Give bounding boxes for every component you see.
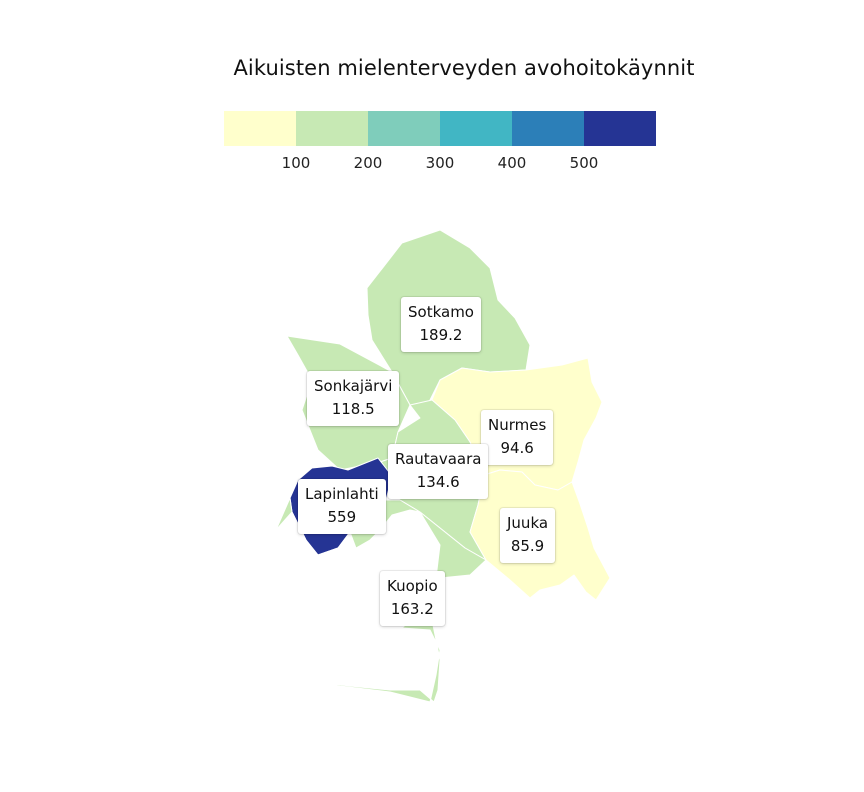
label-lapinlahti-name: Lapinlahti xyxy=(305,485,379,503)
label-sonkajarvi-value: 118.5 xyxy=(331,400,375,418)
label-kuopio: Kuopio 163.2 xyxy=(380,571,445,626)
legend-tick-400: 400 xyxy=(497,154,527,172)
label-juuka: Juuka 85.9 xyxy=(500,508,556,563)
label-sotkamo: Sotkamo 189.2 xyxy=(401,297,481,352)
legend-swatch-100-200 xyxy=(296,111,368,146)
legend-swatch-300-400 xyxy=(440,111,512,146)
legend-tick-500: 500 xyxy=(569,154,599,172)
label-lapinlahti-value: 559 xyxy=(327,508,357,526)
color-legend xyxy=(224,111,656,146)
label-nurmes: Nurmes 94.6 xyxy=(481,410,554,465)
label-rautavaara: Rautavaara 134.6 xyxy=(388,444,489,499)
label-nurmes-value: 94.6 xyxy=(500,439,534,457)
label-rautavaara-name: Rautavaara xyxy=(395,450,482,468)
map-title: Aikuisten mielenterveyden avohoitokäynni… xyxy=(233,56,695,80)
legend-swatch-200-300 xyxy=(368,111,440,146)
label-juuka-value: 85.9 xyxy=(510,537,545,555)
label-sotkamo-value: 189.2 xyxy=(419,326,463,344)
label-kuopio-value: 163.2 xyxy=(390,600,434,618)
region-kuopio[interactable] xyxy=(261,497,487,703)
label-lapinlahti: Lapinlahti 559 xyxy=(298,479,386,534)
legend-swatch-0-100 xyxy=(224,111,296,146)
label-sonkajarvi: Sonkajärvi 118.5 xyxy=(307,371,400,426)
label-nurmes-name: Nurmes xyxy=(488,416,547,434)
legend-swatch-500-plus xyxy=(584,111,656,146)
legend-swatch-400-500 xyxy=(512,111,584,146)
legend-tick-200: 200 xyxy=(353,154,383,172)
legend-tick-100: 100 xyxy=(281,154,311,172)
label-kuopio-name: Kuopio xyxy=(387,577,438,595)
label-sotkamo-name: Sotkamo xyxy=(408,303,474,321)
label-juuka-name: Juuka xyxy=(507,514,549,532)
legend-tick-300: 300 xyxy=(425,154,455,172)
label-sonkajarvi-name: Sonkajärvi xyxy=(314,377,393,395)
label-rautavaara-value: 134.6 xyxy=(416,473,460,491)
